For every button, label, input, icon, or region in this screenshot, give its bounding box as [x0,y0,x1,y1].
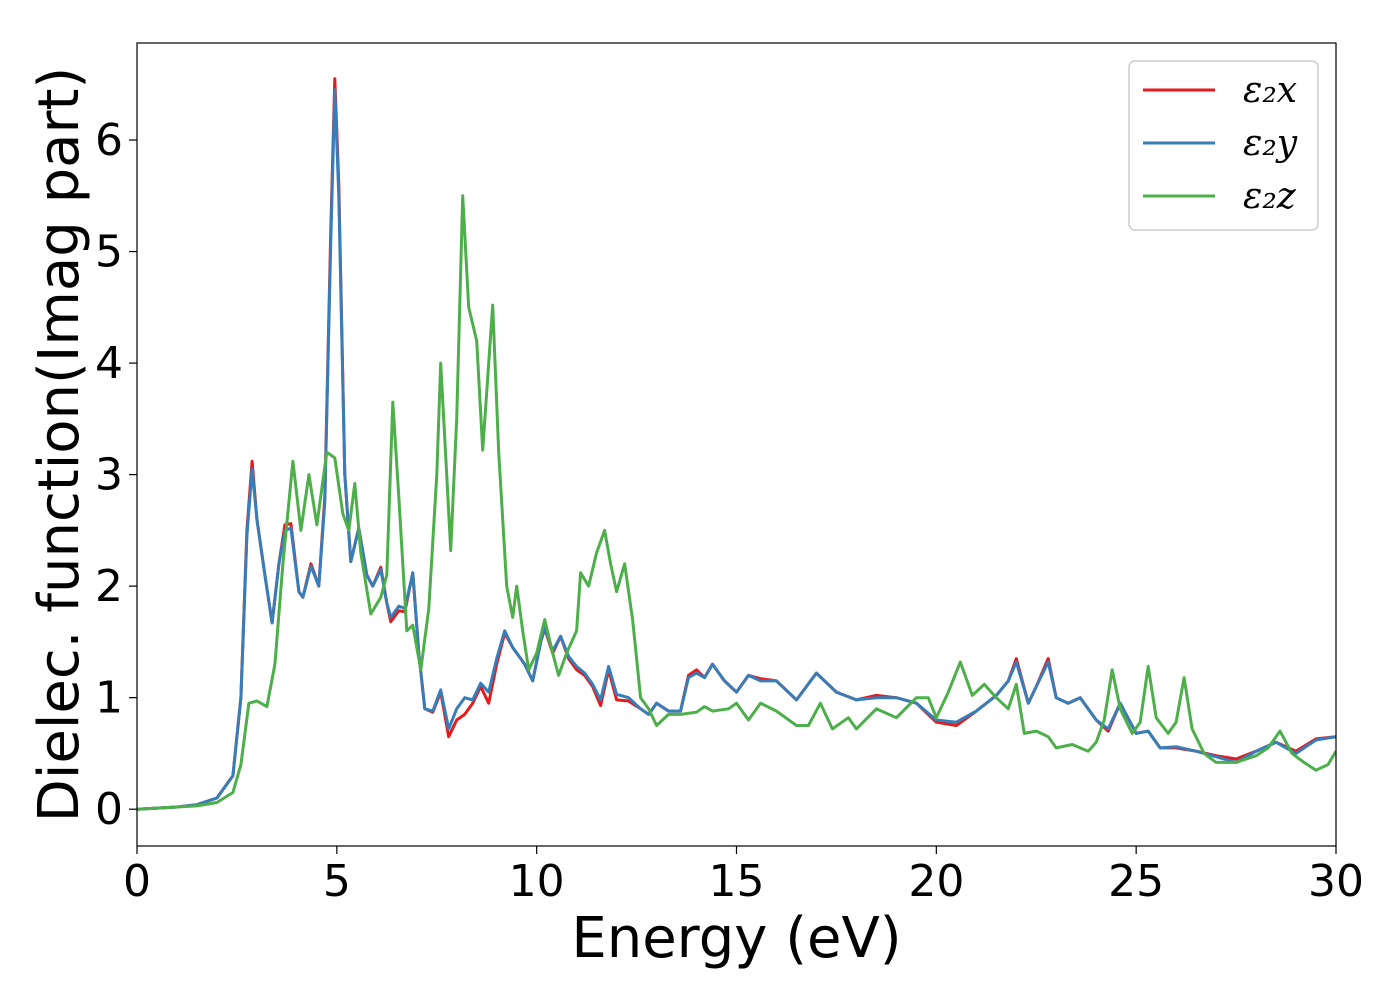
legend-box [1128,60,1319,231]
legend-label: ε₂z [1243,176,1297,217]
ticks-layer: 0 5 10 15 20 25 30 0 1 2 3 4 5 6 [95,115,1364,907]
series-line-1 [137,88,1336,811]
x-tick-label: 15 [709,856,765,907]
y-tick-label: 0 [95,784,123,835]
legend-label: ε₂y [1243,123,1298,164]
series-layer [137,77,1336,811]
x-axis-label: Energy (eV) [571,906,901,971]
y-tick-label: 6 [95,115,123,166]
x-tick-label: 30 [1308,856,1364,907]
y-tick-label: 5 [95,227,123,278]
y-tick-label: 3 [95,450,123,501]
legend: ε₂x ε₂y ε₂z [1128,60,1319,231]
x-tick-label: 20 [908,856,964,907]
y-tick-label: 1 [95,673,123,724]
x-tick-label: 0 [123,856,151,907]
x-tick-label: 10 [509,856,565,907]
y-axis-label: Dielec. function(Imag part) [27,67,92,823]
legend-label: ε₂x [1243,70,1297,111]
x-tick-label: 5 [323,856,351,907]
y-tick-label: 2 [95,561,123,612]
x-tick-label: 25 [1108,856,1164,907]
y-tick-label: 4 [95,338,123,389]
series-line-2 [137,194,1336,811]
